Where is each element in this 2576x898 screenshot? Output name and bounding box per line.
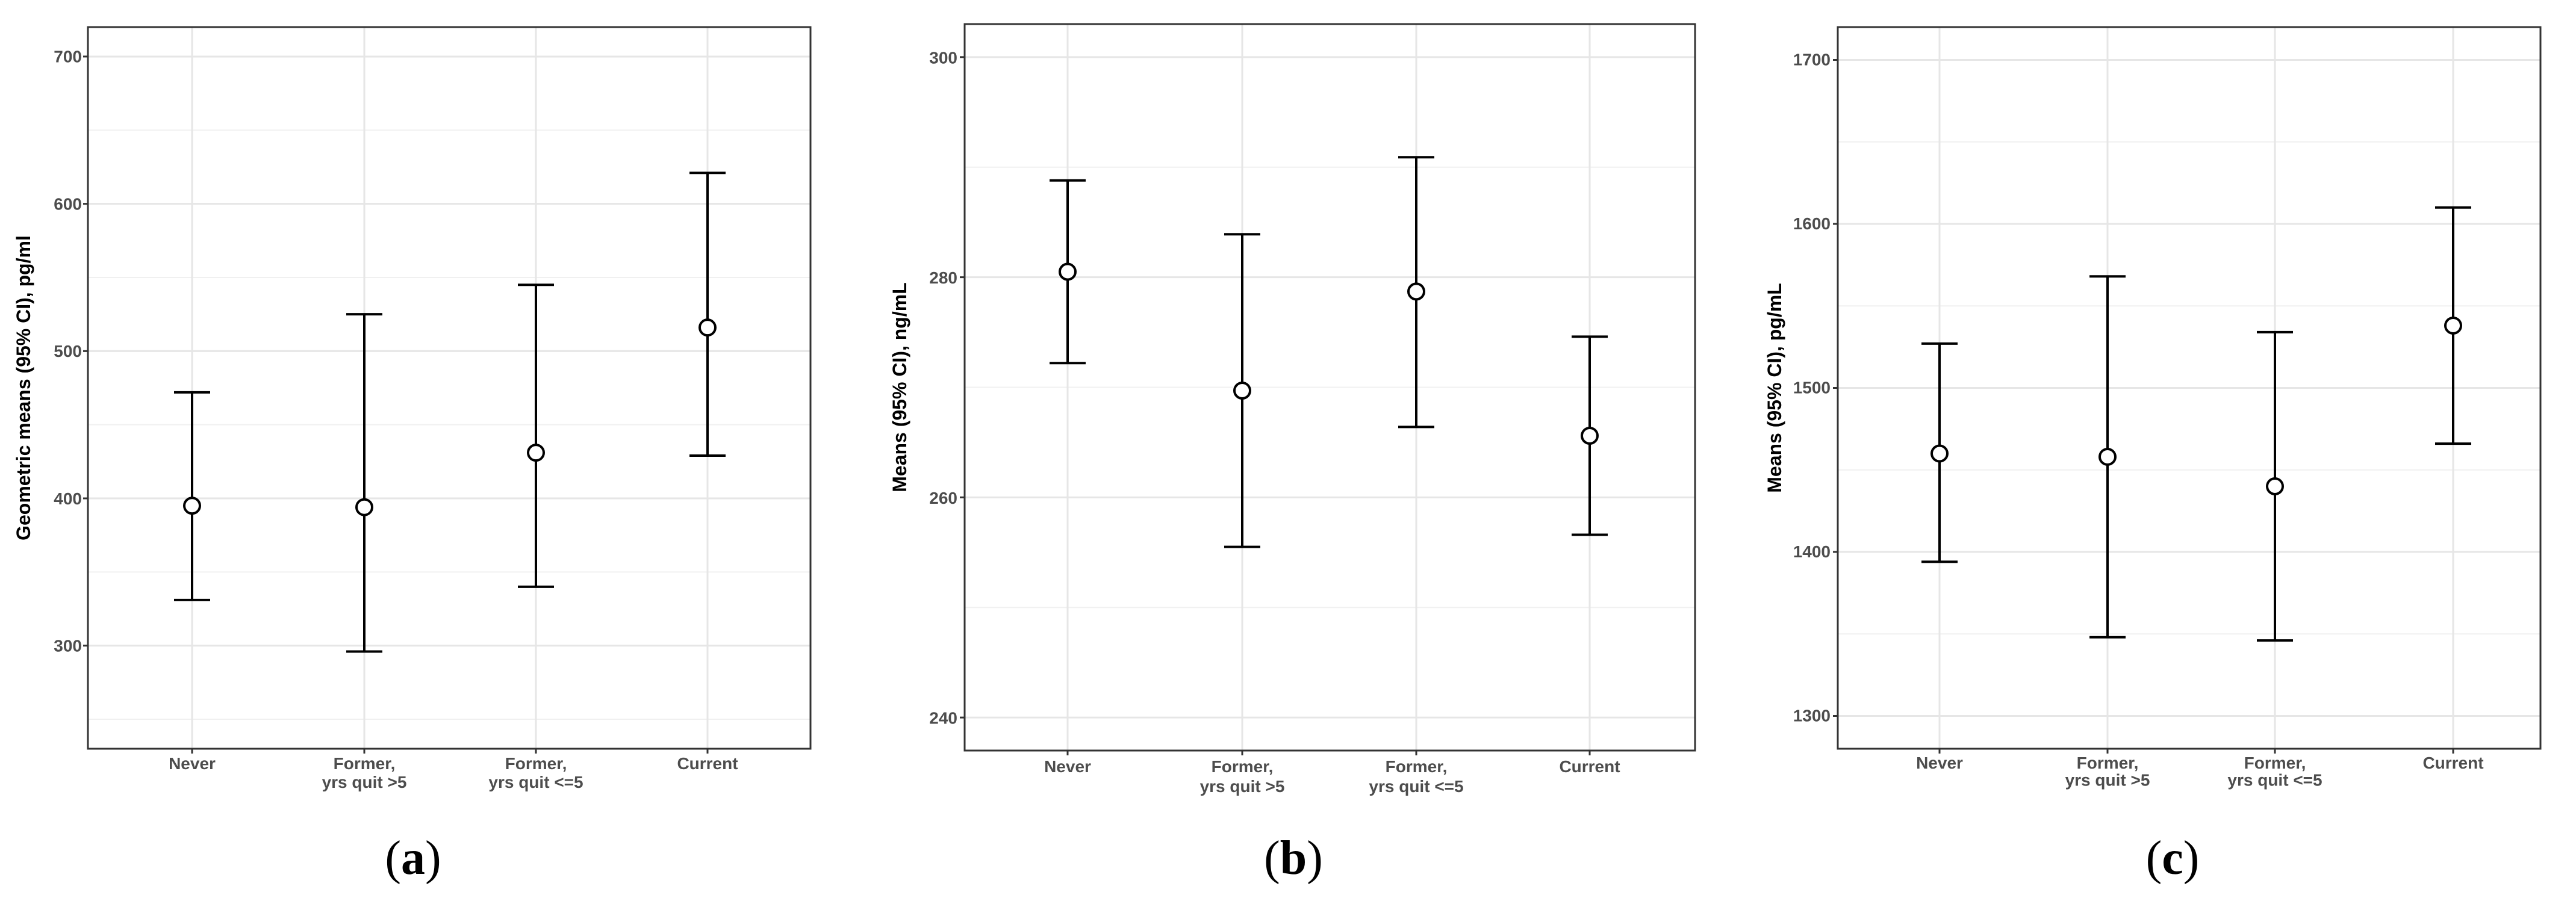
mean-point (1407, 282, 1425, 301)
y-tick-label: 260 (929, 489, 957, 507)
x-tick-label: Former, yrs quit <=5 (1369, 757, 1463, 796)
mean-point (1930, 444, 1949, 463)
errorbar-group (1050, 179, 1086, 365)
panel-b: 240 260 280 300 Never Former, yrs quit >5 Forme… (889, 23, 1696, 885)
y-tick-label: 700 (54, 48, 82, 66)
errorbar-group (518, 283, 554, 588)
errorbar-group (1224, 233, 1260, 548)
errorbar-group (1398, 156, 1434, 429)
x-tick-label: Current (1559, 757, 1620, 776)
mean-point (1059, 262, 1077, 281)
y-tick-label: 1400 (1793, 542, 1831, 561)
x-tick-label: Former, yrs quit >5 (322, 754, 407, 791)
mean-point (1581, 426, 1599, 445)
y-tick-label: 600 (54, 194, 82, 213)
errorbar-group (689, 172, 726, 457)
mean-point (2444, 316, 2462, 335)
y-tick-label: 1300 (1793, 707, 1831, 725)
y-axis-title: Geometric means (95% CI), pg/ml (13, 235, 34, 540)
x-tick-label: Former, yrs quit <=5 (2227, 754, 2322, 790)
panel-label: (b) (1264, 832, 1323, 885)
y-tick-label: 1700 (1793, 51, 1831, 69)
y-tick-label: 1500 (1793, 379, 1831, 397)
y-tick-label: 300 (929, 48, 957, 67)
panel-label: (a) (385, 832, 441, 885)
x-tick-label: Never (169, 754, 216, 773)
mean-point (2098, 447, 2117, 466)
mean-point (355, 498, 373, 516)
panel-c: 1300 1400 1500 1600 1700 Never Former, yrs quit… (1764, 26, 2542, 885)
y-tick-label: 240 (929, 709, 957, 728)
x-tick-label: Former, yrs quit <=5 (488, 754, 583, 791)
panel-label: (c) (2146, 832, 2200, 885)
errorbar-group (1921, 342, 1958, 563)
errorbar-group (2257, 330, 2293, 642)
mean-point (527, 444, 545, 462)
errorbar-group (346, 313, 382, 653)
y-axis-title: Means (95% CI), pg/mL (1764, 283, 1785, 493)
y-tick-label: 300 (54, 637, 82, 655)
panel-a: 300 400 500 600 700 Never Former, yrs quit >5 Fo… (13, 26, 812, 885)
x-tick-label: Former, yrs quit >5 (1200, 757, 1285, 796)
errorbar-group (2435, 206, 2471, 445)
errorbar-group (2089, 275, 2126, 639)
mean-point (698, 318, 717, 337)
y-axis-title: Means (95% CI), ng/mL (889, 282, 910, 492)
y-tick-label: 400 (54, 489, 82, 508)
x-tick-label: Former, yrs quit >5 (2065, 754, 2150, 790)
mean-point (2266, 477, 2284, 495)
y-tick-label: 280 (929, 268, 957, 287)
mean-point (183, 497, 201, 515)
errorbar-group (1572, 335, 1608, 536)
plot-border (963, 23, 1696, 752)
x-tick-label: Current (677, 754, 738, 773)
y-tick-label: 500 (54, 342, 82, 361)
x-tick-label: Never (1916, 754, 1963, 772)
x-tick-label: Never (1044, 757, 1091, 776)
errorbar-group (174, 391, 210, 601)
y-tick-label: 1600 (1793, 214, 1831, 233)
mean-point (1233, 381, 1251, 400)
x-tick-label: Current (2422, 754, 2483, 772)
plot-border (87, 26, 812, 750)
